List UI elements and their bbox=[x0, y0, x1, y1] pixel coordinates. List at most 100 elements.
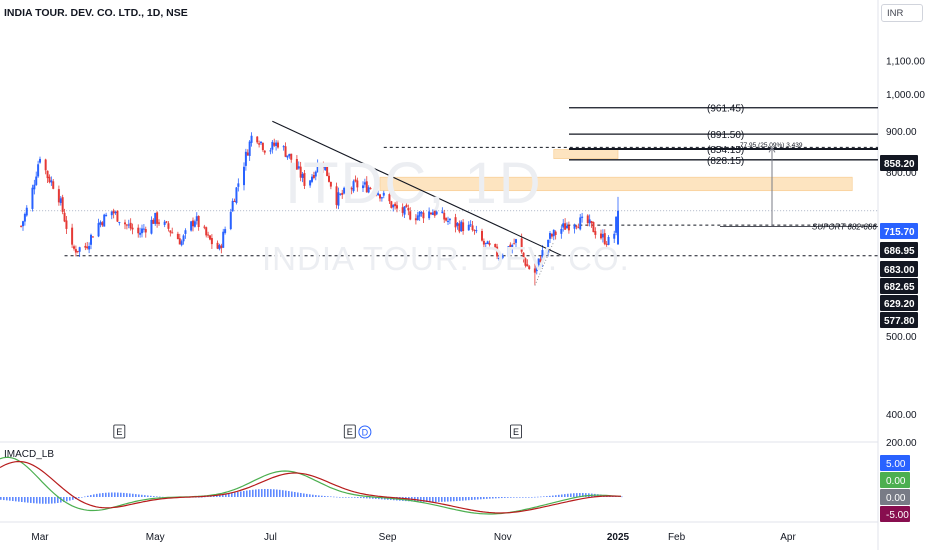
candle-body-27 bbox=[90, 234, 92, 245]
candle-body-200 bbox=[549, 233, 551, 239]
candle-body-116 bbox=[326, 165, 329, 177]
candle-body-220 bbox=[601, 233, 604, 238]
macd-hist-bar-177 bbox=[531, 497, 533, 498]
candle-body-34 bbox=[110, 211, 113, 216]
candle-body-221 bbox=[603, 233, 606, 245]
candle-body-152 bbox=[420, 212, 423, 214]
time-tick-Feb: Feb bbox=[668, 532, 686, 543]
time-tick-Jul: Jul bbox=[264, 532, 277, 543]
candle-body-56 bbox=[167, 223, 170, 229]
macd-hist-bar-38 bbox=[114, 492, 116, 497]
dividend-marker[interactable] bbox=[358, 425, 372, 439]
candle-body-108 bbox=[303, 173, 306, 186]
macd-hist-bar-167 bbox=[501, 497, 503, 499]
candle-body-51 bbox=[154, 212, 157, 224]
earnings-marker-4[interactable] bbox=[510, 424, 522, 439]
macd-hist-bar-112 bbox=[336, 496, 338, 498]
macd-hist-bar-13 bbox=[39, 497, 41, 504]
macd-hist-bar-99 bbox=[297, 492, 299, 497]
measure-arrowhead bbox=[768, 146, 776, 153]
macd-hist-bar-164 bbox=[492, 497, 494, 499]
macd-hist-bar-144 bbox=[432, 497, 434, 502]
price-label-box-7 bbox=[880, 312, 918, 328]
candle-body-67 bbox=[195, 216, 198, 221]
candle-body-123 bbox=[343, 187, 346, 194]
earnings-marker-2[interactable] bbox=[343, 424, 356, 439]
candle-body-42 bbox=[129, 222, 132, 229]
macd-hist-bar-107 bbox=[321, 495, 323, 497]
candle-body-59 bbox=[176, 233, 179, 240]
macd-hist-bar-43 bbox=[129, 493, 131, 497]
currency-selector[interactable]: INR bbox=[881, 4, 923, 22]
candle-body-82 bbox=[235, 187, 238, 203]
support-label: SUPORT 682-686 bbox=[812, 223, 877, 232]
candle-body-66 bbox=[193, 221, 196, 227]
macd-hist-bar-33 bbox=[99, 493, 101, 497]
macd-hist-bar-123 bbox=[369, 497, 371, 499]
macd-hist-bar-72 bbox=[216, 495, 218, 497]
candle-body-183 bbox=[501, 255, 504, 258]
candle-body-81 bbox=[233, 200, 236, 202]
candle-body-182 bbox=[499, 256, 502, 258]
candle-body-26 bbox=[88, 246, 91, 250]
price-label-box-4 bbox=[880, 261, 918, 277]
macd-hist-bar-66 bbox=[198, 497, 200, 498]
macd-hist-bar-89 bbox=[267, 489, 269, 497]
macd-hist-bar-20 bbox=[60, 497, 62, 503]
macd-hist-bar-148 bbox=[444, 497, 446, 502]
candle-body-102 bbox=[288, 153, 291, 157]
candle-body-25 bbox=[86, 246, 89, 249]
candle-body-157 bbox=[433, 210, 436, 216]
candle-body-212 bbox=[579, 217, 582, 230]
candle-body-57 bbox=[169, 230, 172, 233]
macd-hist-bar-146 bbox=[438, 497, 440, 502]
candle-body-189 bbox=[520, 238, 523, 252]
time-tick-Apr: Apr bbox=[780, 532, 796, 543]
candle-body-15 bbox=[59, 198, 62, 203]
candle-body-127 bbox=[354, 179, 357, 182]
earnings-marker-1[interactable] bbox=[113, 424, 126, 439]
macd-hist-bar-18 bbox=[54, 497, 56, 504]
price-label-3: 686.95 bbox=[884, 246, 915, 257]
price-label-1: 858.20 bbox=[884, 159, 915, 170]
macd-hist-bar-31 bbox=[93, 494, 95, 497]
candle-body-35 bbox=[112, 210, 115, 214]
macd-hist-bar-6 bbox=[18, 497, 20, 502]
macd-hist-bar-1 bbox=[3, 497, 5, 501]
candle-body-142 bbox=[394, 203, 397, 207]
candle-body-54 bbox=[163, 221, 166, 225]
candle-body-181 bbox=[498, 258, 500, 260]
earnings-marker-text-4: E bbox=[513, 427, 519, 437]
candle-body-73 bbox=[210, 238, 213, 245]
candle-body-168 bbox=[462, 222, 465, 232]
macd-hist-bar-96 bbox=[288, 491, 290, 497]
candle-body-196 bbox=[537, 258, 540, 266]
candle-body-193 bbox=[528, 266, 531, 270]
candle-body-109 bbox=[309, 180, 312, 186]
candle-body-87 bbox=[248, 141, 251, 156]
candle-body-18 bbox=[65, 220, 68, 229]
macd-hist-bar-182 bbox=[546, 496, 548, 497]
macd-hist-bar-122 bbox=[366, 497, 368, 499]
macd-hist-bar-75 bbox=[225, 494, 227, 497]
macd-hist-bar-181 bbox=[543, 496, 545, 497]
candle-body-11 bbox=[48, 176, 51, 183]
candle-body-205 bbox=[562, 223, 565, 228]
candle-body-145 bbox=[403, 206, 406, 215]
candle-body-23 bbox=[78, 247, 81, 252]
measure-label: 77.95 (25.09%) 3,439 bbox=[740, 142, 803, 149]
candle-body-43 bbox=[131, 227, 134, 230]
candle-body-141 bbox=[392, 205, 395, 208]
candle-body-185 bbox=[509, 244, 512, 249]
macd-hist-bar-98 bbox=[294, 491, 296, 497]
candle-body-186 bbox=[511, 244, 514, 249]
candle-body-85 bbox=[244, 151, 247, 166]
macd-hist-bar-97 bbox=[291, 491, 293, 497]
macd-hist-bar-87 bbox=[261, 489, 263, 497]
candle-body-104 bbox=[295, 159, 298, 170]
macd-hist-bar-189 bbox=[567, 493, 569, 497]
macd-hist-bar-80 bbox=[240, 491, 242, 497]
macd-hist-bar-156 bbox=[468, 497, 470, 501]
macd-hist-bar-84 bbox=[252, 489, 254, 497]
